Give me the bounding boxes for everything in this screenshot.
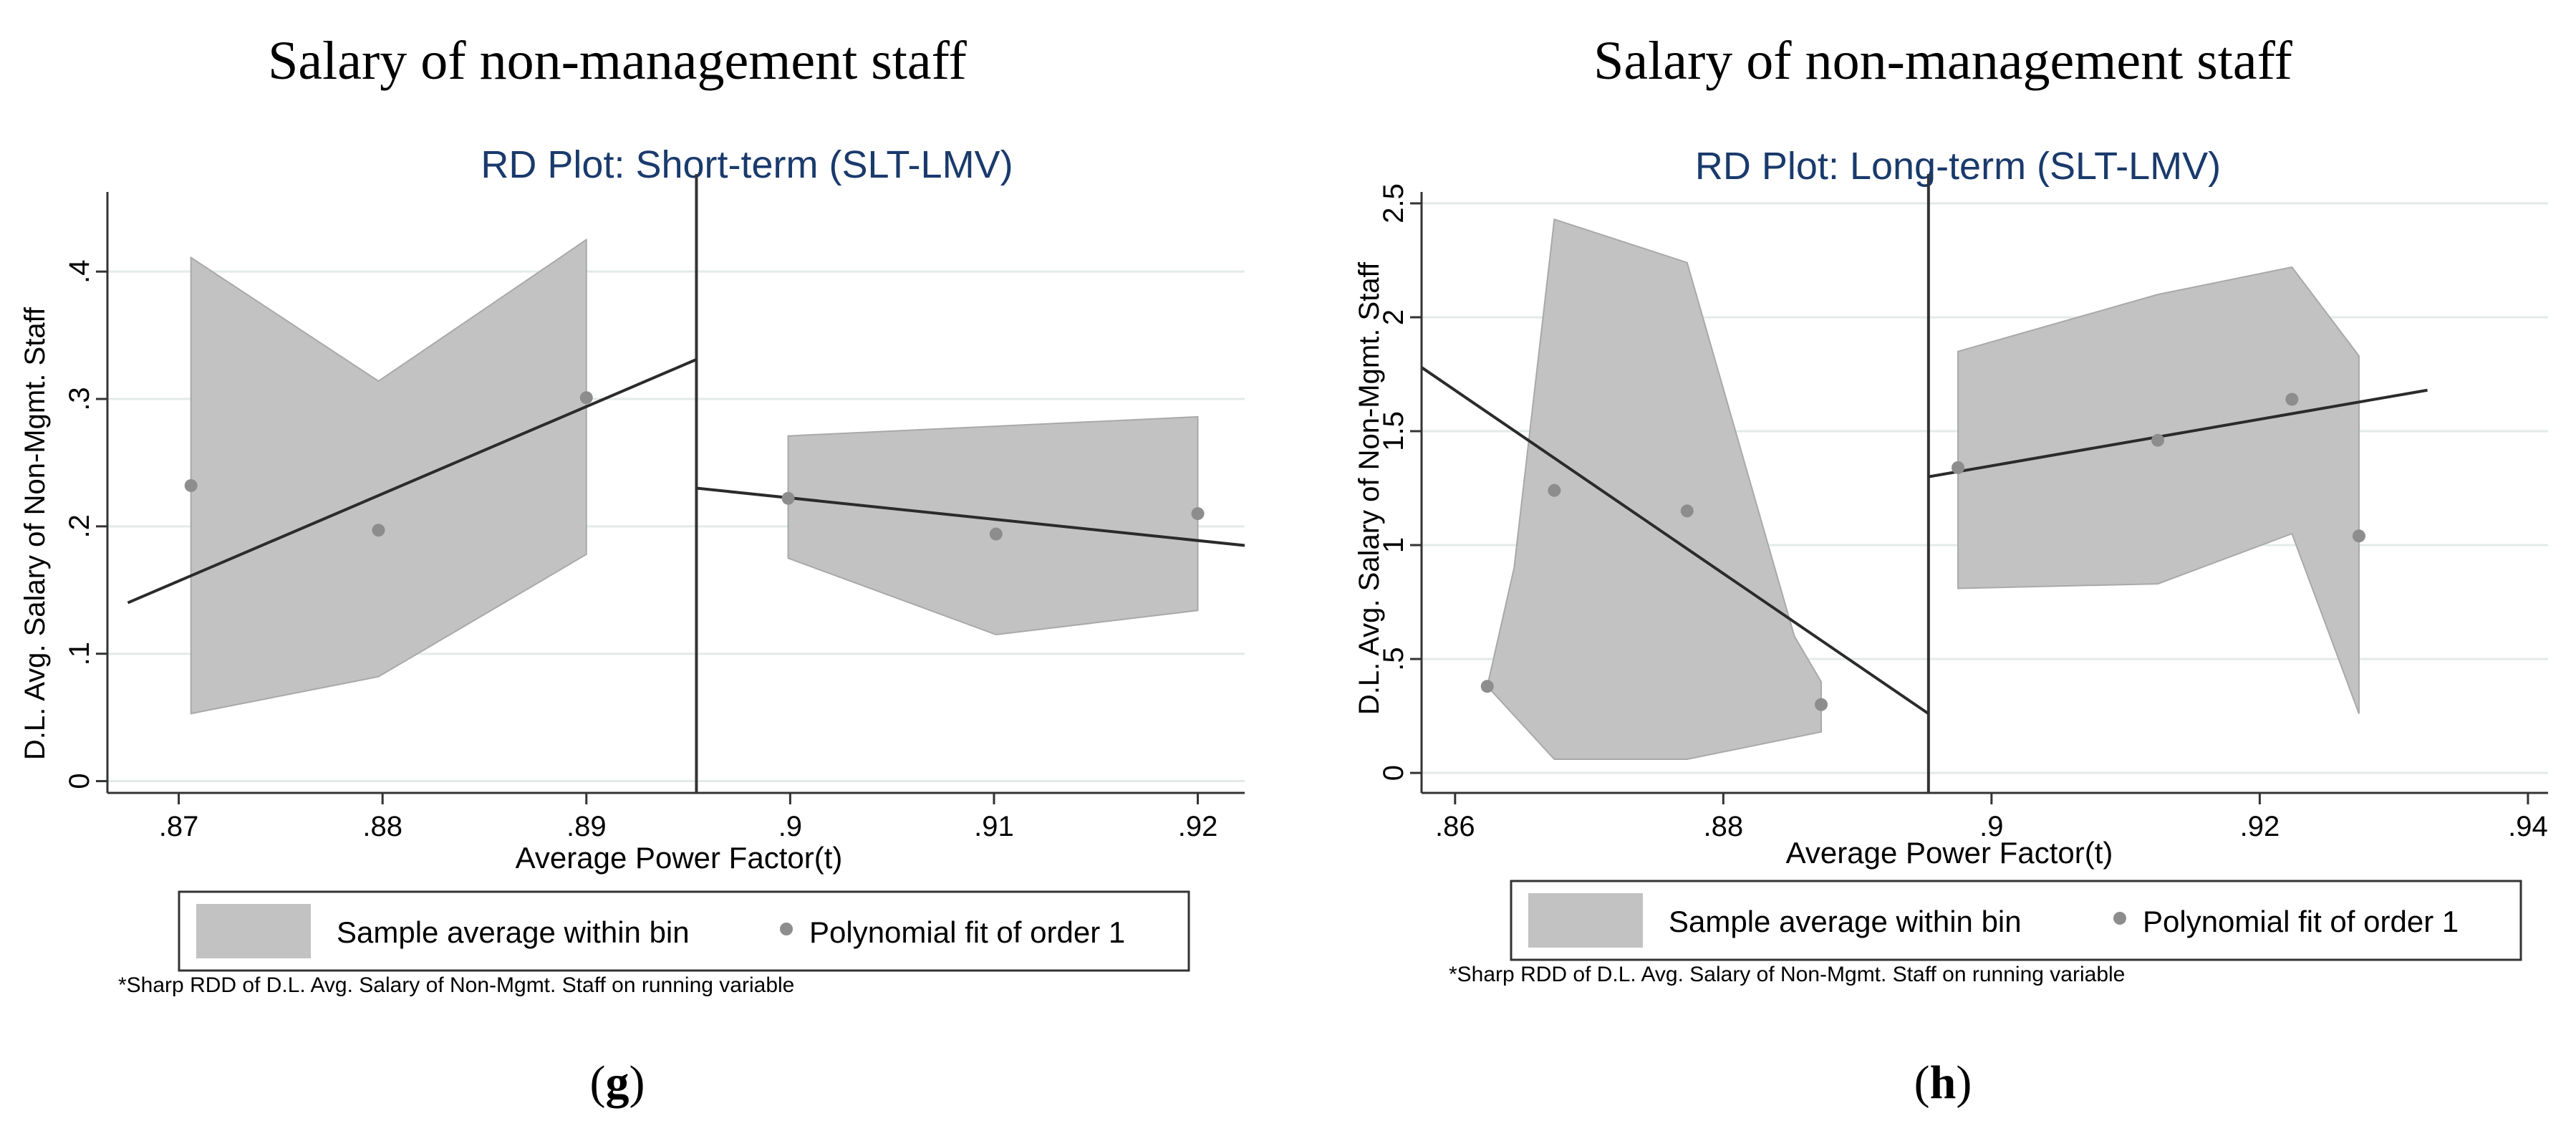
panel-g-x-tick-label-1: .88 [362, 811, 402, 842]
panel-g-legend-dot-swatch [780, 923, 793, 935]
panel-h-y-axis-label: D.L. Avg. Salary of Non-Mgmt. Staff [1354, 261, 1385, 715]
panel-h-note: *Sharp RDD of D.L. Avg. Salary of Non-Mg… [1449, 963, 2125, 986]
panel-g-x-tick-label-0: .87 [159, 811, 199, 842]
panel-g-x-tick-label-5: .92 [1178, 811, 1218, 842]
panel-g-caption: (g) [590, 1056, 645, 1109]
panel-h-y-tick-label-3: 1.5 [1378, 411, 1409, 451]
panel-g-note: *Sharp RDD of D.L. Avg. Salary of Non-Mg… [118, 973, 794, 997]
panel-g-ci-band-left [190, 238, 587, 715]
panel-g-title: Salary of non-management staff [268, 31, 967, 91]
panel-h-title: Salary of non-management staff [1593, 31, 2292, 91]
panel-g-legend-box [178, 890, 1190, 972]
panel-g-chart-title: RD Plot: Short-term (SLT-LMV) [481, 143, 1013, 186]
panel-g-point-4 [989, 527, 1003, 541]
panel-h-y-tick-label-2: 1 [1378, 537, 1409, 553]
panel-h-ci-band-left [1486, 218, 1823, 761]
panel-h-point-0 [1480, 680, 1494, 693]
panel-g-x-tick-label-4: .91 [974, 811, 1014, 842]
panel-h-ci-band-right [1957, 266, 2360, 714]
panel-h-legend-dot-label: Polynomial fit of order 1 [2143, 905, 2459, 938]
panel-h-x-tick-label-0: .86 [1435, 811, 1475, 842]
panel-g-point-0 [184, 478, 198, 492]
panel-h-y-tick-label-0: 0 [1378, 765, 1409, 781]
panel-h-point-6 [2285, 393, 2299, 406]
panel-g-y-tick-label-3: .3 [64, 387, 95, 410]
panel-h-caption-letter: h [1930, 1056, 1957, 1109]
panel-h-y-tick-label-4: 2 [1378, 309, 1409, 325]
panel-g-point-3 [781, 491, 795, 505]
panel-g-x-axis-label: Average Power Factor(t) [516, 841, 843, 875]
panel-g-x-tick-label-3: .9 [778, 811, 802, 842]
panel-h-y-tick-label-5: 2.5 [1378, 183, 1409, 223]
panel-g-caption-letter: g [606, 1056, 629, 1109]
panel-g-legend-dot-label: Polynomial fit of order 1 [809, 915, 1125, 949]
panel-g-fit-line-left [127, 358, 698, 605]
panel-h-chart-title: RD Plot: Long-term (SLT-LMV) [1695, 145, 2221, 188]
panel-g-y-tick-label-4: .4 [64, 259, 95, 283]
panel-h-legend-dot-swatch [2113, 912, 2126, 925]
panel-g-x-tick-label-2: .89 [566, 811, 607, 842]
panel-h: Salary of non-management staff RD Plot: … [1316, 31, 2562, 1109]
panel-h-point-4 [1952, 461, 1965, 474]
panel-h-x-tick-label-3: .92 [2240, 811, 2280, 842]
panel-g-y-tick-label-0: 0 [64, 773, 95, 789]
panel-h-point-3 [1815, 698, 1828, 711]
panel-g-legend-band-label: Sample average within bin [337, 915, 690, 949]
panel-g-y-tick-label-1: .1 [64, 642, 95, 665]
panel-g-y-tick-label-2: .2 [64, 514, 95, 538]
panel-h-x-tick-label-1: .88 [1704, 811, 1744, 842]
panel-g-legend-band-swatch [196, 904, 311, 958]
panel-h-legend: Sample average within bin Polynomial fit… [1510, 880, 2522, 961]
panel-h-x-tick-label-4: .94 [2508, 811, 2548, 842]
panel-g-point-2 [579, 391, 593, 405]
panel-h-x-tick-label-2: .9 [1979, 811, 2003, 842]
panel-h-fit-line-right [1928, 388, 2428, 478]
panel-g-point-1 [372, 524, 385, 537]
panel-h-point-7 [2352, 529, 2365, 543]
panel-g-plot: 0 .1 .2 .3 .4 .87 .88 .89 .9 .91 .92 [64, 174, 1245, 842]
panel-h-plot: 0 .5 1 1.5 2 2.5 .86 .88 .9 .92 .94 [1378, 174, 2548, 842]
panel-h-point-2 [1680, 504, 1694, 518]
panel-g-point-5 [1191, 507, 1205, 521]
panel-h-legend-band-swatch [1528, 893, 1643, 948]
panel-g: Salary of non-management staff RD Plot: … [14, 31, 1288, 1109]
panel-h-y-tick-label-1: .5 [1378, 647, 1409, 670]
panel-h-fit-line-left [1420, 366, 1929, 716]
panel-g-y-axis-label: D.L. Avg. Salary of Non-Mgmt. Staff [19, 307, 51, 760]
panel-g-ci-band-right [787, 415, 1199, 636]
panel-h-point-1 [1548, 483, 1561, 497]
panel-h-legend-box [1510, 880, 2522, 961]
panel-h-point-5 [2151, 433, 2165, 447]
panel-g-legend: Sample average within bin Polynomial fit… [178, 890, 1190, 972]
panel-h-legend-band-label: Sample average within bin [1669, 905, 2022, 938]
panel-h-caption: (h) [1914, 1056, 1972, 1109]
panel-h-x-axis-label: Average Power Factor(t) [1786, 836, 2113, 870]
